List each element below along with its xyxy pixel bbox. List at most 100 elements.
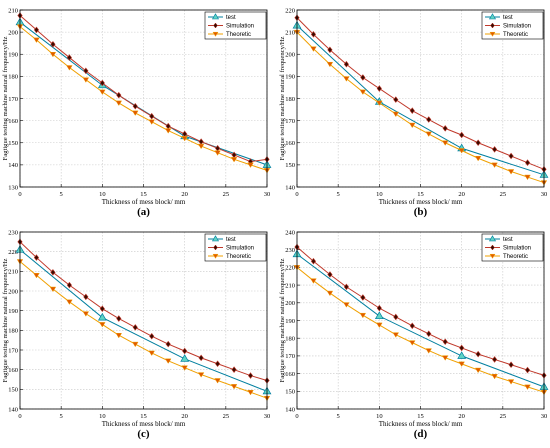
data-point-theoretic (33, 273, 40, 279)
data-point-simulation (492, 356, 498, 363)
x-tick-label: 30 (264, 413, 271, 420)
data-point-simulation (409, 107, 415, 114)
data-point-theoretic (33, 37, 40, 43)
data-point-theoretic (343, 76, 350, 82)
data-point-theoretic (66, 299, 73, 305)
x-tick-label: 30 (541, 191, 548, 198)
data-point-simulation (409, 322, 415, 330)
data-point-theoretic (115, 333, 123, 339)
legend-label: Theoretic (226, 32, 251, 38)
legend-label: test (503, 237, 513, 243)
series-line-test (19, 249, 268, 392)
x-axis-label: Thickness of mess block/ mm (102, 198, 186, 206)
legend-marker-test (211, 13, 220, 20)
data-point-theoretic (425, 131, 432, 137)
data-point-simulation (508, 361, 514, 369)
x-tick-label: 25 (223, 191, 230, 198)
data-point-theoretic (197, 372, 205, 378)
y-tick-label: 210 (8, 269, 18, 276)
data-point-theoretic (491, 374, 498, 380)
data-point-simulation (343, 60, 349, 68)
series-line-simulation (296, 17, 545, 170)
data-point-theoretic (247, 390, 254, 396)
data-point-simulation (343, 283, 349, 291)
data-point-simulation (231, 366, 237, 373)
data-point-simulation (132, 102, 138, 110)
data-point-simulation (99, 79, 105, 87)
legend-label: test (226, 15, 236, 21)
x-tick-label: 10 (99, 191, 106, 198)
x-tick-label: 10 (376, 191, 383, 198)
legend-marker-theoretic (489, 253, 496, 259)
legend-marker-simulation (213, 244, 218, 251)
x-tick-label: 5 (60, 191, 63, 198)
y-tick-label: 200 (8, 29, 18, 36)
data-point-simulation (459, 344, 465, 352)
y-tick-label: 230 (285, 247, 295, 254)
data-point-theoretic (524, 174, 531, 181)
x-tick-label: 15 (417, 413, 424, 420)
data-point-test (180, 354, 190, 362)
data-point-simulation (116, 91, 122, 99)
y-tick-label: 140 (285, 406, 295, 413)
y-tick-label: 180 (285, 96, 295, 103)
y-tick-label: 220 (285, 7, 295, 14)
legend: test Simulation Theoretic (481, 11, 544, 40)
series-line-test (296, 253, 545, 388)
y-tick-label: 170 (8, 96, 18, 103)
data-point-simulation (66, 54, 72, 61)
data-point-simulation (426, 330, 432, 338)
data-point-test (457, 351, 467, 359)
axes-frame (19, 231, 268, 410)
x-axis-label: Thickness of mess block/ mm (379, 420, 463, 428)
y-tick-label: 130 (8, 184, 18, 191)
y-tick-label: 170 (285, 118, 295, 125)
series-line-theoretic (296, 267, 545, 393)
x-tick-label: 30 (264, 191, 271, 198)
data-point-simulation (376, 85, 382, 92)
data-point-theoretic (326, 290, 334, 297)
y-tick-label: 150 (8, 140, 18, 147)
y-tick-label: 160 (285, 140, 295, 147)
data-point-simulation (327, 271, 333, 278)
data-point-simulation (360, 74, 366, 81)
data-point-theoretic (82, 77, 90, 83)
x-tick-label: 15 (417, 191, 424, 198)
data-point-theoretic (164, 358, 172, 364)
x-tick-label: 15 (140, 191, 147, 198)
data-point-theoretic (441, 140, 449, 146)
y-tick-label: 180 (285, 336, 295, 343)
y-tick-label: 230 (8, 229, 18, 236)
series-line-simulation (19, 241, 268, 381)
data-point-theoretic (359, 312, 367, 319)
y-tick-label: 210 (285, 29, 295, 36)
x-axis-label: Thickness of mess block/ mm (102, 420, 186, 428)
y-tick-label: 220 (8, 249, 18, 256)
x-tick-label: 10 (99, 413, 106, 420)
y-tick-label: 200 (8, 288, 18, 295)
data-point-simulation (33, 26, 40, 34)
legend-marker-simulation (213, 22, 218, 29)
legend-marker-theoretic (489, 31, 496, 37)
x-tick-label: 0 (295, 413, 298, 420)
data-point-simulation (50, 269, 56, 276)
data-point-simulation (33, 254, 40, 261)
series-line-simulation (19, 15, 268, 163)
legend-marker-simulation (490, 22, 495, 29)
y-tick-label: 190 (285, 318, 295, 325)
data-point-simulation (524, 366, 531, 374)
x-tick-label: 5 (60, 413, 63, 420)
legend-marker-theoretic (212, 31, 219, 37)
y-axis-label: Fagtigue testing machine natural frequen… (279, 259, 286, 383)
series-theoretic (16, 24, 271, 174)
data-point-theoretic (181, 365, 188, 371)
panel-d: 0 5 10 15 20 25 30 140 150 160 170 180 190 200 210 220 2… (279, 229, 549, 440)
data-point-simulation (165, 340, 171, 348)
data-point-theoretic (507, 379, 515, 385)
data-point-theoretic (343, 302, 350, 308)
data-point-theoretic (148, 119, 155, 125)
series-test (292, 249, 549, 390)
y-tick-label: 160 (285, 371, 295, 378)
series-simulation (17, 12, 270, 165)
